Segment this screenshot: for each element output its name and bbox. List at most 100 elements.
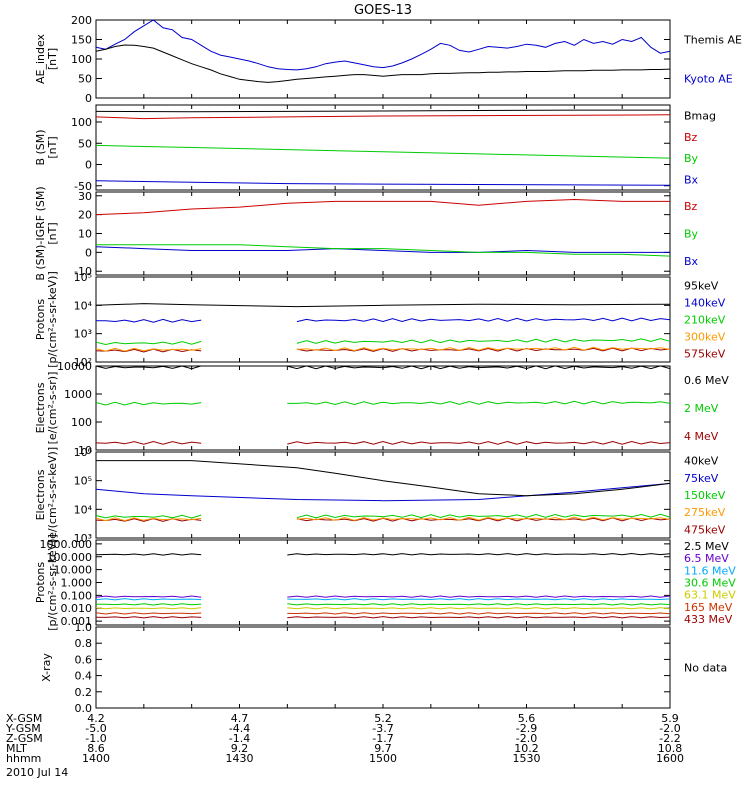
footer-value: 1500	[369, 752, 397, 765]
footer-row-label: Y-GSM	[5, 722, 41, 735]
legend-entry: 30.6 MeV	[684, 577, 736, 590]
footer-value: -4.4	[229, 722, 250, 735]
series-line-bz	[95, 198, 670, 216]
footer-row-label: MLT	[6, 742, 27, 755]
footer-value: -2.2	[659, 732, 680, 745]
y-axis-label: Electrons [e/(cm²-s-sr-keV)]	[34, 447, 59, 543]
footer-ephemeris: X-GSM 4.2 4.7 5.2 5.6 5.9 Y-GSM -5.0 -4.4 -3.7 -2.…	[5, 712, 684, 779]
series-line-275kev	[296, 516, 671, 521]
panel-frame	[95, 191, 671, 276]
series-line-140kev	[296, 317, 671, 323]
series-line-210kev	[296, 338, 671, 344]
y-axis-label-line: [p/(cm²-s-sr-keV)]	[46, 271, 59, 368]
series-line-40kev	[96, 460, 671, 497]
series-line-210kev	[95, 340, 202, 346]
series-line-2-5-mev	[287, 552, 671, 556]
footer-value: -5.0	[85, 722, 106, 735]
y-axis-label-line: X-ray	[40, 653, 53, 682]
footer-value: -1.7	[372, 732, 393, 745]
y-axis-label: Protons [p/(cm²-s-sr-keV)]	[34, 534, 59, 631]
y-axis-label: Protons [p/(cm²-s-sr-keV)]	[34, 271, 59, 368]
y-tick-label: 1000	[64, 388, 92, 401]
legend-entry: By	[684, 228, 699, 241]
y-axis-label-line: Protons	[34, 299, 47, 340]
series-line-95kev	[95, 303, 671, 308]
footer-value: -1.0	[85, 732, 106, 745]
y-tick-label: 10²	[74, 356, 92, 369]
series-line-165-mev	[287, 612, 671, 615]
panel-frame	[95, 19, 671, 99]
y-tick-label: 100	[71, 53, 92, 66]
panel-frame	[95, 626, 671, 709]
footer-value: 9.7	[374, 742, 392, 755]
series-line-themis-ae	[95, 44, 671, 83]
y-tick-label: 0.8	[75, 637, 93, 650]
legend-entry: 140keV	[684, 297, 726, 310]
y-axis-label-line: [p/(cm²-s-sr-keV)]	[46, 534, 59, 631]
y-tick-label: 100	[71, 116, 92, 129]
series-line-0-6-mev	[287, 365, 671, 370]
series-line-kyoto-ae	[95, 19, 671, 71]
plot-date: 2010 Jul 14	[6, 766, 68, 779]
series-line-6-5-mev	[95, 595, 202, 598]
y-tick-label: 10	[78, 228, 92, 241]
y-tick-label: 150	[71, 34, 92, 47]
y-tick-label: 0	[85, 246, 92, 259]
legend-entry: 95keV	[684, 280, 719, 293]
footer-value: 1400	[82, 752, 110, 765]
y-tick-label: 0.6	[75, 653, 93, 666]
y-tick-label: 30	[78, 190, 92, 203]
y-tick-label: 10.000	[54, 564, 93, 577]
series-line-300kev	[95, 347, 202, 352]
series-line-575kev	[296, 347, 671, 352]
y-tick-label: 10³	[74, 532, 92, 545]
footer-value: 4.7	[231, 712, 249, 725]
no-data-label: No data	[684, 662, 727, 675]
legend-entry: 2.5 MeV	[684, 540, 729, 553]
series-line-63-1-mev	[287, 607, 671, 610]
series-line-0-6-mev	[95, 365, 202, 370]
legend-entry: 2 MeV	[684, 402, 719, 415]
y-axis-label-line: Protons	[34, 562, 47, 603]
y-axis-label-line: [nT]	[46, 222, 59, 244]
legend-entry: 40keV	[684, 455, 719, 468]
y-tick-label: 100.000	[47, 551, 93, 564]
series-line-165-mev	[95, 612, 202, 615]
footer-value: 8.6	[87, 742, 105, 755]
footer-value: 9.2	[231, 742, 249, 755]
series-line-6-5-mev	[287, 595, 671, 598]
series-line-bz	[95, 114, 671, 120]
series-line-2-mev	[287, 400, 671, 406]
y-tick-label: 0.0	[75, 702, 93, 715]
legend-entry: 63.1 MeV	[684, 589, 736, 602]
series-line-2-5-mev	[95, 553, 202, 556]
footer-row-label: hhmm	[6, 752, 41, 765]
legend-entry: 75keV	[684, 472, 719, 485]
series-line-by	[96, 244, 671, 257]
y-tick-label: 10³	[74, 328, 92, 341]
footer-value: 10.2	[514, 742, 539, 755]
legend-entry: Bz	[684, 131, 698, 144]
y-tick-label: 1000.000	[40, 538, 93, 551]
y-axis-label-line: [e/(cm²-s-sr)]	[46, 372, 59, 445]
y-tick-label: 1.000	[61, 577, 93, 590]
legend-entry: 6.5 MeV	[684, 552, 729, 565]
panel-1: 0 50 100 150 200 AE_index [nT] Kyoto AE Themis A…	[34, 14, 742, 105]
y-axis-label: Electrons [e/(cm²-s-sr)]	[34, 372, 59, 445]
legend-entry: Bx	[684, 173, 699, 186]
footer-value: -2.0	[516, 732, 537, 745]
y-axis-label-line: AE_index	[34, 33, 47, 84]
y-tick-label: 0	[85, 159, 92, 172]
footer-value: 5.9	[661, 712, 679, 725]
legend-entry: 275keV	[684, 506, 726, 519]
y-axis-label: B (SM) [nT]	[34, 129, 59, 165]
y-tick-label: 10⁴	[74, 299, 93, 312]
legend-entry: 11.6 MeV	[684, 564, 736, 577]
legend-entry: By	[684, 152, 699, 165]
footer-row-label: Z-GSM	[6, 732, 43, 745]
y-axis-label: AE_index [nT]	[34, 33, 59, 84]
y-tick-label: 0.100	[61, 589, 93, 602]
y-tick-label: 20	[78, 209, 92, 222]
series-line-300kev	[296, 346, 671, 352]
